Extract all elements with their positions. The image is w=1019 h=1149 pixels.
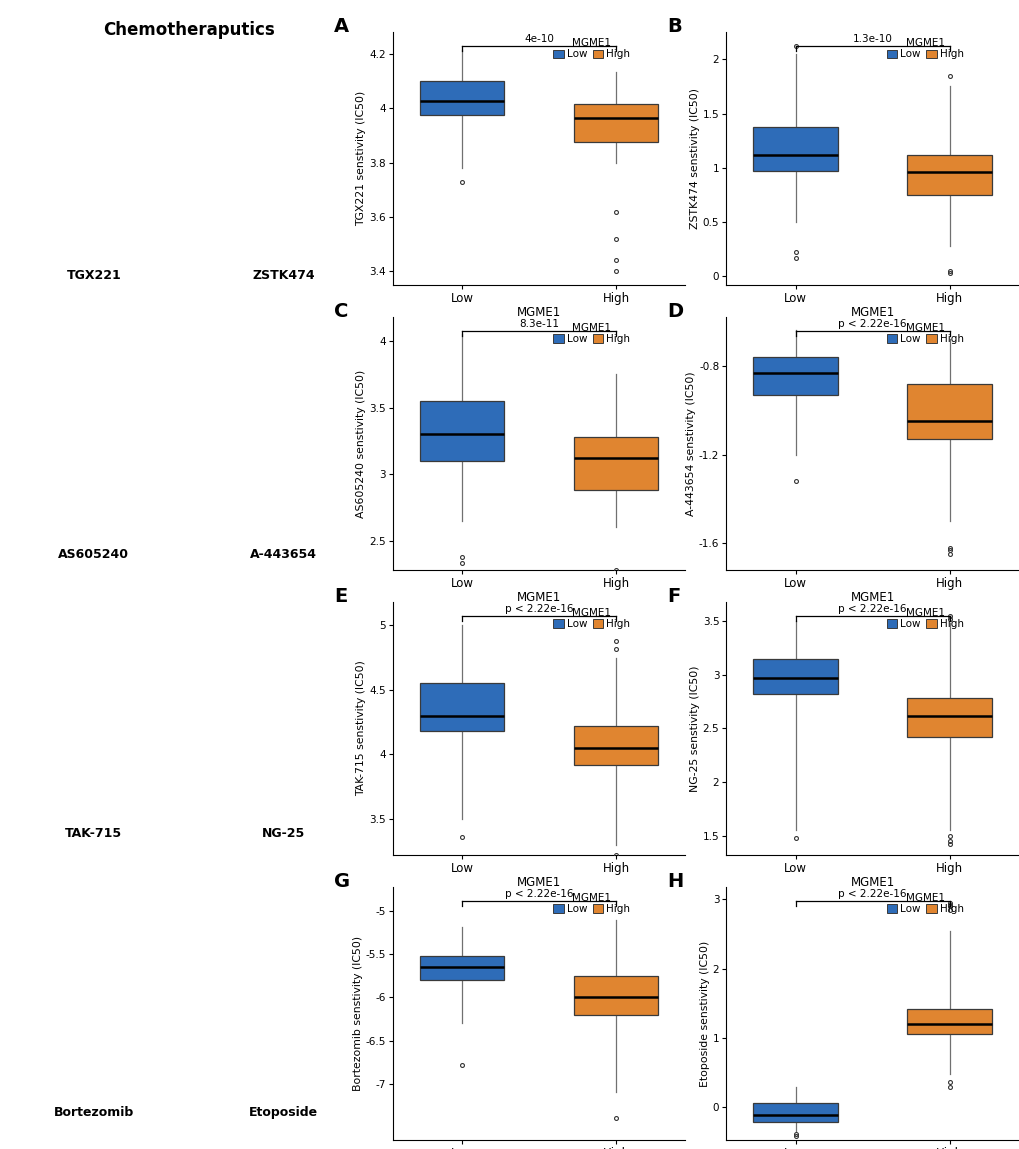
Y-axis label: TGX221 senstivity (IC50): TGX221 senstivity (IC50) — [356, 91, 366, 226]
Bar — [752, 357, 838, 395]
Text: A-443654: A-443654 — [250, 548, 317, 561]
Legend: Low, High: Low, High — [551, 323, 631, 346]
Bar — [573, 976, 658, 1015]
X-axis label: MGME1: MGME1 — [517, 592, 560, 604]
Text: F: F — [667, 587, 681, 606]
Text: 1.3e-10: 1.3e-10 — [852, 34, 892, 44]
Text: TGX221: TGX221 — [66, 269, 121, 282]
Legend: Low, High: Low, High — [551, 608, 631, 631]
Bar — [752, 658, 838, 694]
X-axis label: MGME1: MGME1 — [517, 307, 560, 319]
Text: ZSTK474: ZSTK474 — [252, 269, 315, 282]
Text: AS605240: AS605240 — [58, 548, 129, 561]
Text: B: B — [667, 17, 682, 36]
Text: p < 2.22e-16: p < 2.22e-16 — [838, 889, 906, 899]
Y-axis label: A-443654 senstivity (IC50): A-443654 senstivity (IC50) — [686, 371, 695, 516]
Legend: Low, High: Low, High — [884, 893, 964, 916]
Bar — [419, 684, 504, 731]
Bar — [419, 956, 504, 980]
Text: Bortezomib: Bortezomib — [54, 1106, 133, 1119]
Legend: Low, High: Low, High — [551, 38, 631, 61]
Legend: Low, High: Low, High — [884, 323, 964, 346]
Y-axis label: NG-25 senstivity (IC50): NG-25 senstivity (IC50) — [689, 665, 699, 792]
Text: p < 2.22e-16: p < 2.22e-16 — [504, 604, 573, 614]
X-axis label: MGME1: MGME1 — [850, 877, 894, 889]
Bar — [573, 105, 658, 142]
Text: Chemotheraputics: Chemotheraputics — [103, 21, 274, 39]
Bar — [419, 401, 504, 461]
Y-axis label: ZSTK474 senstivity (IC50): ZSTK474 senstivity (IC50) — [689, 88, 699, 229]
Legend: Low, High: Low, High — [884, 608, 964, 631]
Y-axis label: TAK-715 senstivity (IC50): TAK-715 senstivity (IC50) — [356, 661, 366, 796]
Bar — [573, 437, 658, 491]
Bar — [906, 155, 991, 195]
Text: NG-25: NG-25 — [262, 827, 305, 840]
Text: p < 2.22e-16: p < 2.22e-16 — [838, 319, 906, 329]
X-axis label: MGME1: MGME1 — [850, 307, 894, 319]
Text: G: G — [334, 872, 350, 890]
Text: p < 2.22e-16: p < 2.22e-16 — [838, 604, 906, 614]
Bar — [752, 1103, 838, 1121]
X-axis label: MGME1: MGME1 — [850, 592, 894, 604]
Text: TAK-715: TAK-715 — [65, 827, 122, 840]
Bar — [906, 1009, 991, 1034]
Text: 8.3e-11: 8.3e-11 — [519, 319, 558, 329]
Bar — [752, 126, 838, 171]
Text: p < 2.22e-16: p < 2.22e-16 — [504, 889, 573, 899]
Legend: Low, High: Low, High — [884, 38, 964, 61]
X-axis label: MGME1: MGME1 — [517, 877, 560, 889]
Bar — [419, 82, 504, 115]
Text: 4e-10: 4e-10 — [524, 34, 553, 44]
Text: E: E — [334, 587, 347, 606]
Text: D: D — [667, 302, 683, 321]
Bar — [906, 699, 991, 737]
Bar — [906, 384, 991, 439]
Text: C: C — [334, 302, 348, 321]
Y-axis label: Bortezomib senstivity (IC50): Bortezomib senstivity (IC50) — [353, 935, 362, 1092]
Legend: Low, High: Low, High — [551, 893, 631, 916]
Bar — [573, 726, 658, 764]
Text: Etoposide: Etoposide — [249, 1106, 318, 1119]
Text: A: A — [334, 17, 348, 36]
Y-axis label: Etoposide senstivity (IC50): Etoposide senstivity (IC50) — [699, 940, 709, 1087]
Y-axis label: AS605240 senstivity (IC50): AS605240 senstivity (IC50) — [356, 369, 366, 518]
Text: H: H — [667, 872, 684, 890]
